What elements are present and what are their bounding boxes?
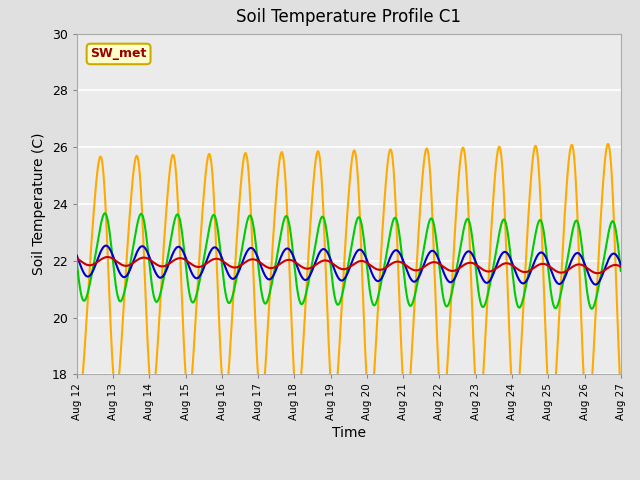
-16cm: [617, 261, 625, 267]
-8cm: [101, 210, 109, 216]
Line: -2cm: -2cm: [77, 144, 621, 420]
-32cm: [593, 270, 601, 276]
-16cm: [338, 278, 346, 284]
-16cm: [100, 243, 108, 249]
-2cm: [602, 155, 609, 160]
-8cm: [323, 232, 331, 238]
-8cm: [602, 246, 609, 252]
-8cm: [602, 248, 609, 253]
Line: -8cm: -8cm: [77, 213, 621, 309]
-8cm: [73, 260, 81, 265]
Y-axis label: Soil Temperature (C): Soil Temperature (C): [33, 133, 46, 275]
Title: Soil Temperature Profile C1: Soil Temperature Profile C1: [236, 9, 461, 26]
-16cm: [591, 282, 599, 288]
-8cm: [338, 294, 346, 300]
-2cm: [323, 296, 331, 302]
Text: SW_met: SW_met: [90, 48, 147, 60]
-16cm: [102, 243, 109, 249]
-16cm: [323, 249, 331, 255]
-2cm: [617, 392, 625, 398]
-32cm: [323, 258, 331, 264]
-32cm: [73, 255, 81, 261]
X-axis label: Time: Time: [332, 426, 366, 440]
-8cm: [502, 219, 509, 225]
-32cm: [104, 254, 111, 260]
-2cm: [501, 218, 509, 224]
-32cm: [338, 266, 346, 272]
Line: -32cm: -32cm: [77, 257, 621, 273]
-32cm: [602, 267, 609, 273]
-16cm: [73, 252, 81, 258]
-32cm: [617, 264, 625, 270]
-2cm: [601, 157, 609, 163]
-8cm: [588, 306, 596, 312]
-2cm: [604, 141, 612, 147]
-16cm: [502, 249, 509, 255]
-32cm: [100, 255, 108, 261]
-16cm: [602, 264, 609, 269]
-2cm: [337, 310, 345, 316]
-2cm: [100, 186, 108, 192]
-32cm: [602, 267, 609, 273]
-2cm: [73, 366, 81, 372]
-32cm: [502, 261, 509, 266]
-2cm: [584, 417, 591, 422]
-8cm: [617, 268, 625, 274]
Line: -16cm: -16cm: [77, 246, 621, 285]
-16cm: [602, 264, 609, 270]
-8cm: [100, 210, 108, 216]
